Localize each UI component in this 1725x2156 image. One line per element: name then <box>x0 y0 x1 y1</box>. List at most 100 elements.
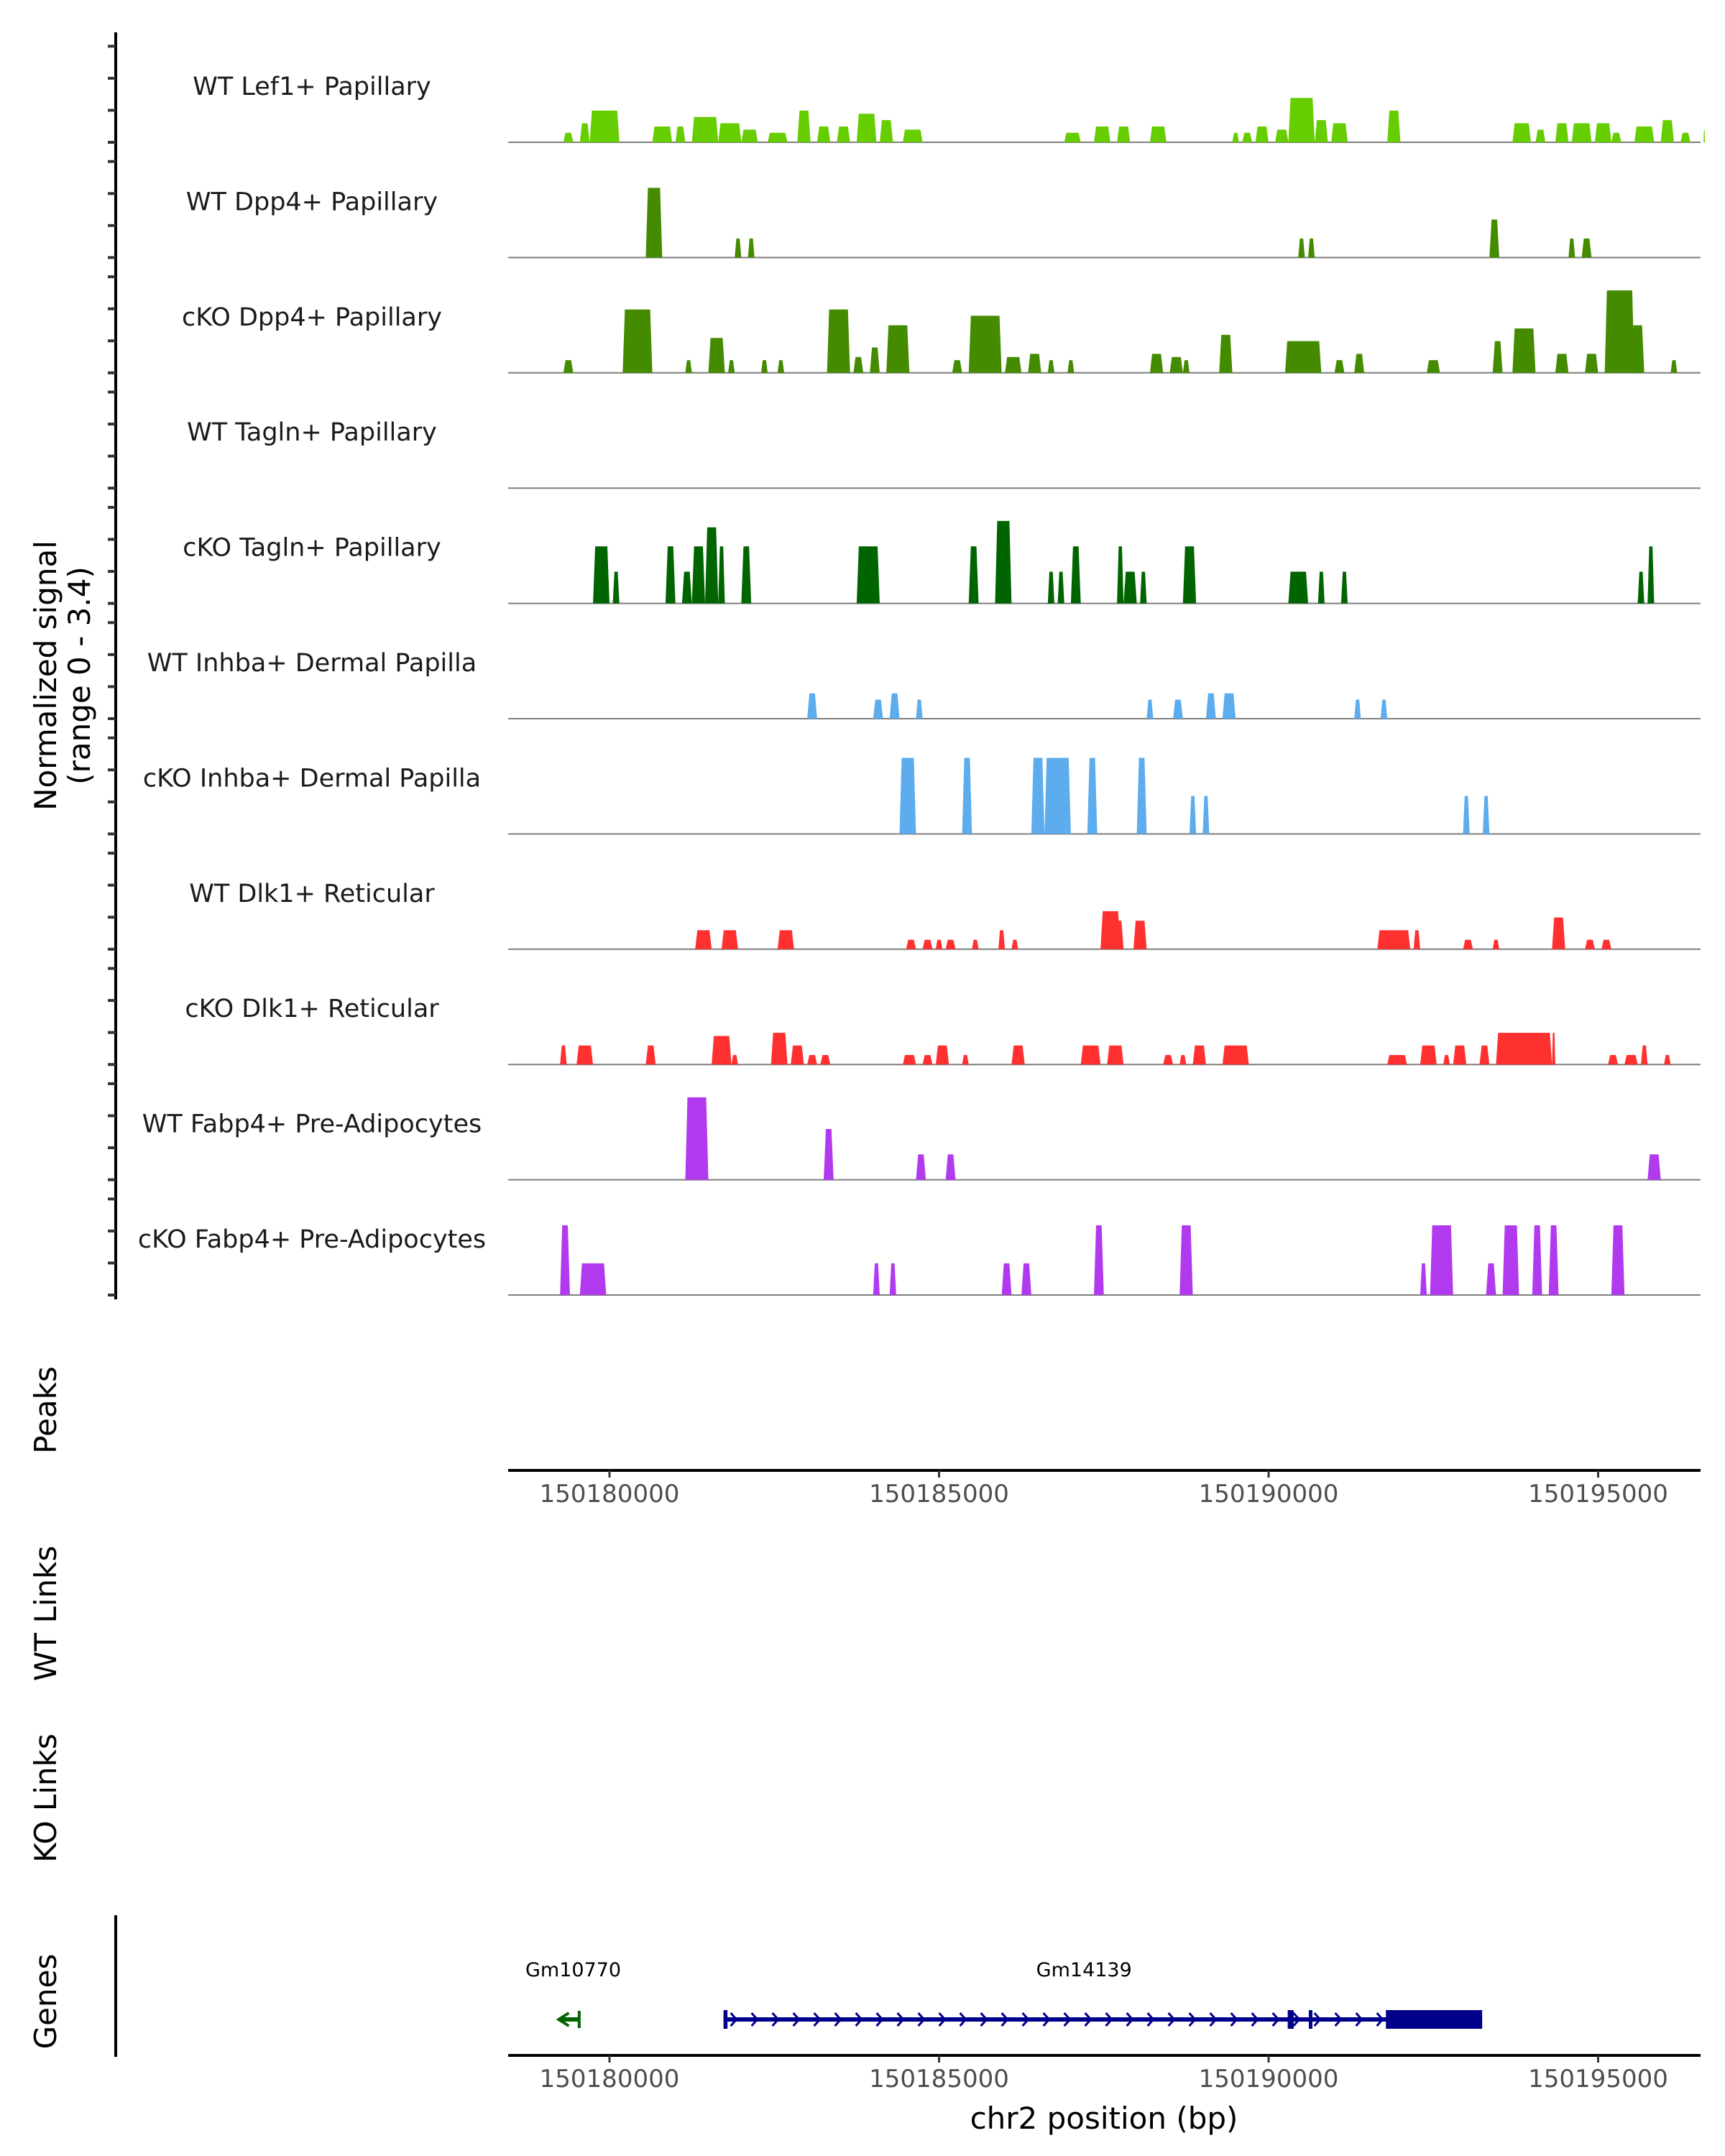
track-4: WT Tagln+ Papillary <box>187 418 1701 489</box>
coverage-peak <box>1529 1033 1552 1065</box>
coverage-peak <box>1334 360 1345 373</box>
coverage-peak <box>675 126 686 142</box>
track-label: WT Dpp4+ Papillary <box>186 188 438 216</box>
signal-y-axis <box>108 32 117 1299</box>
strand-arrow-icon <box>813 2012 822 2027</box>
wt-links-track-label: WT Links <box>28 1546 63 1681</box>
coverage-peak <box>589 110 620 142</box>
coverage-peak <box>916 699 923 719</box>
coverage-peak <box>718 123 742 142</box>
coverage-peak <box>1680 132 1690 142</box>
coverage-peak <box>1427 360 1440 373</box>
track-label: WT Fabp4+ Pre-Adipocytes <box>142 1110 482 1139</box>
coverage-peak <box>1179 1054 1187 1065</box>
coverage-peak <box>1189 796 1197 834</box>
strand-arrow-icon <box>1126 2012 1134 2027</box>
coverage-peak <box>695 930 712 949</box>
coverage-peak <box>760 360 768 373</box>
track-7: cKO Inhba+ Dermal Papilla <box>143 757 1701 835</box>
coverage-peak <box>1117 126 1131 142</box>
coverage-peak <box>1380 699 1388 719</box>
strand-arrow-icon <box>1063 2012 1072 2027</box>
x-axis-title: chr2 position (bp) <box>970 2101 1238 2136</box>
coverage-peak <box>1123 571 1137 604</box>
track-2: WT Dpp4+ Papillary <box>186 188 1701 259</box>
coverage-peak <box>1581 238 1592 258</box>
x-axis-bottom: 150180000 150185000 150190000 150195000 <box>508 2054 1701 2093</box>
coverage-peak <box>1387 1054 1407 1065</box>
strand-arrow-icon <box>1146 2012 1155 2027</box>
y-axis-label-line2: (range 0 - 3.4) <box>62 566 97 785</box>
track-3: cKO Dpp4+ Papillary <box>182 290 1701 374</box>
x-tick-label: 150195000 <box>1528 1480 1668 1508</box>
coverage-peak <box>827 309 850 373</box>
coverage-peak <box>1571 123 1592 142</box>
coverage-peak <box>685 360 692 373</box>
coverage-peak <box>1011 1045 1025 1065</box>
coverage-peak <box>1611 132 1622 142</box>
coverage-peak <box>1604 290 1634 373</box>
coverage-peak <box>1057 571 1064 604</box>
strand-arrow-icon <box>730 2012 738 2027</box>
strand-arrow-icon <box>1230 2012 1238 2027</box>
coverage-peak <box>704 527 719 604</box>
coverage-peak <box>768 132 788 142</box>
strand-arrow-icon <box>1000 2012 1009 2027</box>
coverage-peak <box>906 939 916 949</box>
coverage-peak <box>889 1263 896 1295</box>
coverage-peak <box>1637 571 1644 604</box>
coverage-peak <box>560 1225 570 1295</box>
strand-arrow-icon <box>959 2012 967 2027</box>
coverage-peak <box>1133 921 1147 949</box>
strand-arrow-icon <box>896 2012 905 2027</box>
coverage-peak <box>1288 98 1315 142</box>
coverage-peak <box>1641 1045 1648 1065</box>
track-label: WT Tagln+ Papillary <box>187 418 437 447</box>
coverage-peak <box>645 188 663 258</box>
x-tick-label: 150185000 <box>869 1480 1009 1508</box>
track-11: cKO Fabp4+ Pre-Adipocytes <box>138 1225 1701 1296</box>
coverage-peak <box>1107 1045 1124 1065</box>
coverage-peak <box>1021 1263 1031 1295</box>
coverage-peak <box>1331 123 1348 142</box>
coverage-peak <box>1047 571 1054 604</box>
strand-arrow-icon <box>750 2012 759 2027</box>
coverage-peak <box>870 347 880 373</box>
track-label: WT Lef1+ Papillary <box>193 73 431 101</box>
coverage-peak <box>807 693 817 719</box>
coverage-peak <box>995 520 1012 604</box>
coverage-peak <box>853 356 864 373</box>
coverage-peak <box>1146 699 1154 719</box>
coverage-peak <box>1611 1225 1625 1295</box>
coverage-peak <box>748 238 755 258</box>
strand-arrow-icon <box>1292 2012 1301 2027</box>
coverage-peak <box>1163 1054 1174 1065</box>
coverage-peak <box>563 360 574 373</box>
strand-arrow-icon <box>1105 2012 1113 2027</box>
coverage-peak <box>685 1097 709 1180</box>
coverage-peak <box>1192 1045 1206 1065</box>
coverage-peak <box>1315 120 1328 142</box>
coverage-peak <box>1308 238 1315 258</box>
coverage-peak <box>1512 328 1536 373</box>
coverage-peak <box>1463 939 1473 949</box>
coverage-peak <box>1601 939 1611 949</box>
coverage-peak <box>791 1045 804 1065</box>
coverage-peak <box>1179 1225 1193 1295</box>
coverage-peak <box>1492 939 1499 949</box>
coverage-peak <box>1548 1225 1559 1295</box>
coverage-peak <box>1064 132 1081 142</box>
y-axis-label-line1: Normalized signal <box>28 540 63 811</box>
coverage-peak <box>952 360 962 373</box>
coverage-peak <box>1512 123 1531 142</box>
coverage-peak <box>1664 1054 1671 1065</box>
coverage-peak <box>1298 238 1305 258</box>
coverage-peak <box>1496 1033 1536 1065</box>
strand-arrow-icon <box>771 2012 780 2027</box>
track-label: WT Inhba+ Dermal Papilla <box>147 649 477 678</box>
x-tick-label: 150195000 <box>1528 2065 1668 2093</box>
strand-arrow-icon <box>1021 2012 1030 2027</box>
coverage-peak <box>691 546 705 604</box>
x-tick-label: 150180000 <box>540 1480 680 1508</box>
gene-gm14139: Gm14139 <box>723 1959 1483 2029</box>
